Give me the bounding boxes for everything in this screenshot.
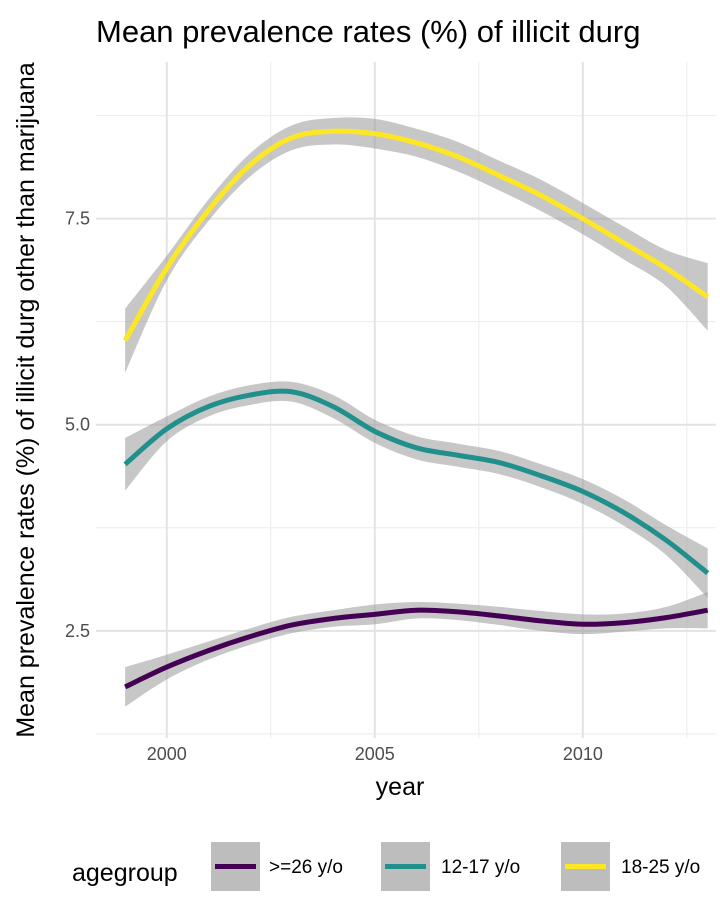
y-tick-label: 2.5 bbox=[65, 621, 90, 641]
series-lines bbox=[122, 128, 710, 690]
legend: agegroup >=26 y/o 12-17 y/o 18-25 y/o bbox=[72, 842, 700, 891]
legend-label: 18-25 y/o bbox=[621, 857, 700, 878]
legend-title: agegroup bbox=[72, 859, 178, 887]
confidence-band bbox=[125, 117, 708, 373]
series-line bbox=[124, 607, 709, 690]
x-axis-title: year bbox=[376, 773, 425, 801]
x-tick-label: 2010 bbox=[563, 744, 603, 764]
x-tick-labels: 2000 2005 2010 bbox=[147, 744, 603, 764]
legend-label: 12-17 y/o bbox=[441, 857, 520, 878]
chart-title: Mean prevalence rates (%) of illicit dur… bbox=[96, 14, 640, 49]
y-tick-labels: 2.5 5.0 7.5 bbox=[65, 209, 90, 641]
x-tick-label: 2005 bbox=[355, 744, 395, 764]
y-tick-label: 7.5 bbox=[65, 209, 90, 229]
grid bbox=[96, 62, 716, 738]
x-tick-label: 2000 bbox=[147, 744, 187, 764]
y-axis-title: Mean prevalence rates (%) of illicit dur… bbox=[12, 62, 40, 737]
legend-label: >=26 y/o bbox=[269, 857, 343, 878]
series-line bbox=[123, 388, 710, 576]
y-tick-label: 5.0 bbox=[65, 415, 90, 435]
series-line bbox=[122, 128, 710, 342]
confidence-band bbox=[125, 381, 708, 598]
